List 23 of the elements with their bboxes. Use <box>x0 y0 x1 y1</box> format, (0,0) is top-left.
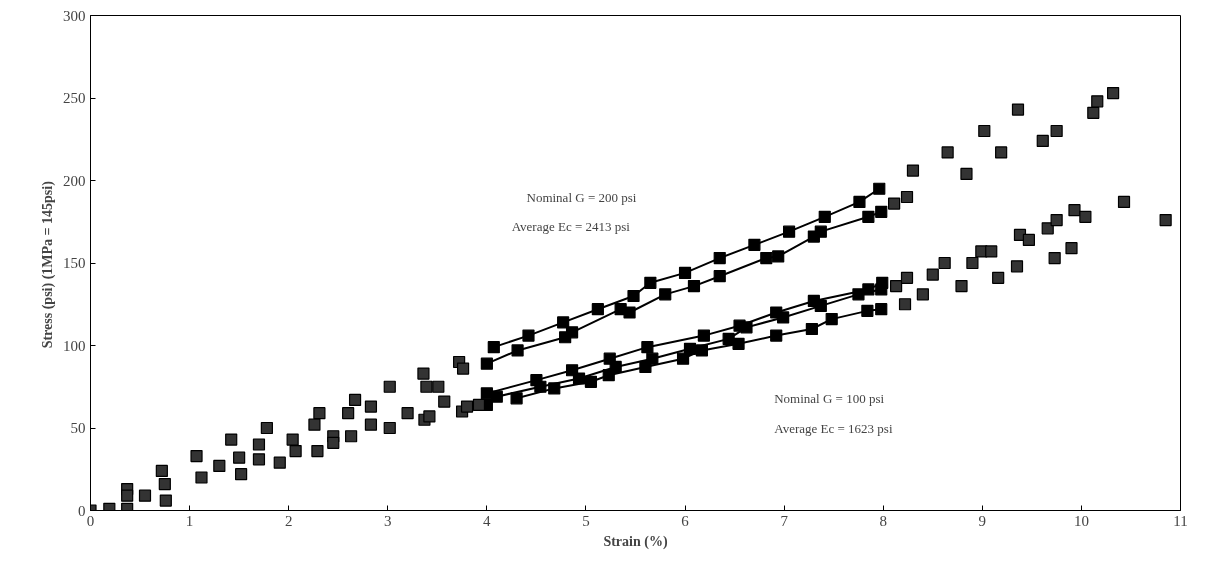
y-tick-label: 50 <box>70 420 86 436</box>
y-axis-title: Stress (psi) (1MPa = 145psi) <box>40 180 56 349</box>
annotation: Average Ec = 1623 psi <box>774 420 893 436</box>
x-tick-label: 1 <box>185 512 194 529</box>
x-tick-label: 7 <box>780 512 789 529</box>
x-tick-label: 9 <box>978 512 987 529</box>
x-tick-label: 3 <box>384 512 392 529</box>
x-tick-label: 2 <box>284 512 293 529</box>
y-tick-label: 200 <box>63 172 86 189</box>
y-tick-label: 300 <box>63 7 86 24</box>
x-tick-label: 8 <box>879 512 887 529</box>
x-tick-label: 5 <box>582 512 590 529</box>
annotation: Nominal G = 200 psi <box>526 189 637 205</box>
x-tick-label: 11 <box>1173 512 1188 529</box>
x-axis-title: Strain (%) <box>603 533 668 550</box>
annotation: Nominal G = 100 psi <box>774 390 885 406</box>
y-tick-label: 100 <box>63 337 86 354</box>
x-tick-label: 4 <box>483 512 492 529</box>
y-tick-label: 150 <box>63 255 86 271</box>
x-tick-label: 10 <box>1073 512 1089 529</box>
x-tick-label: 6 <box>681 512 690 529</box>
annotation: Average Ec = 2413 psi <box>511 219 631 235</box>
y-tick-label: 250 <box>63 90 86 106</box>
